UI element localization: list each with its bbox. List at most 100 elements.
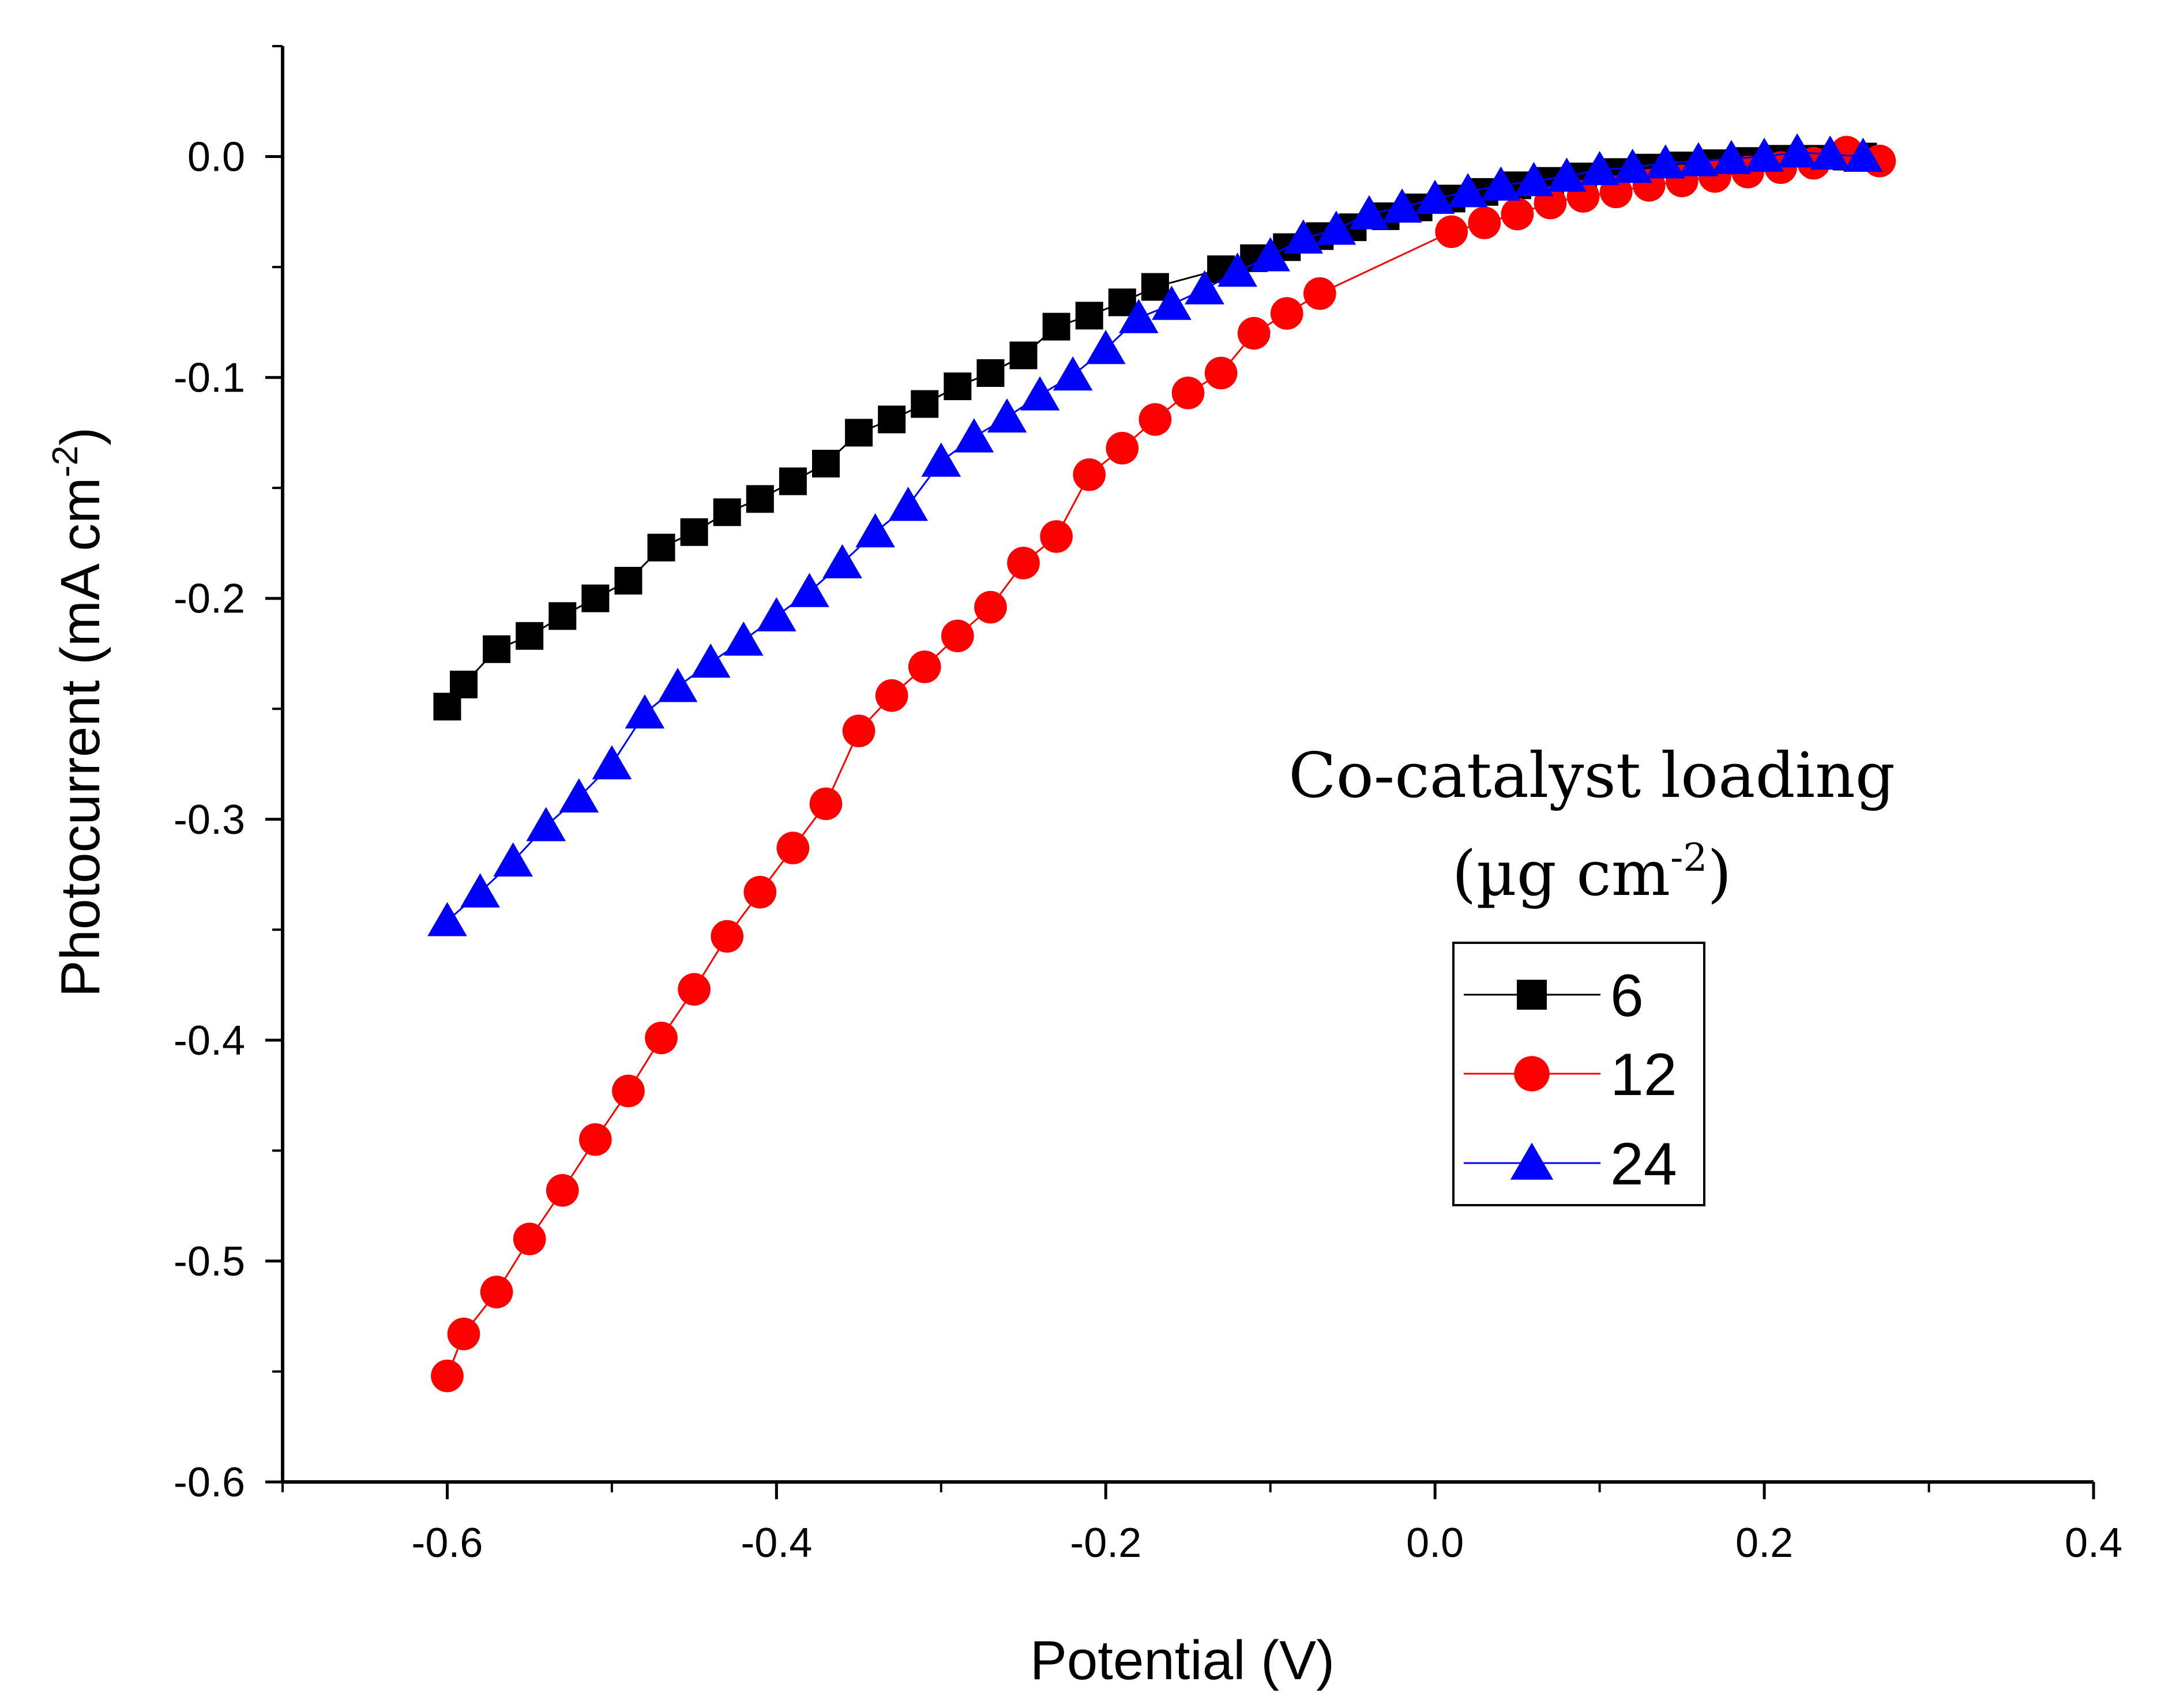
data-point-24 xyxy=(1217,252,1257,287)
data-point-12 xyxy=(711,920,744,953)
data-point-24 xyxy=(1349,195,1389,230)
data-point-24 xyxy=(1382,188,1422,223)
y-axis-title-main: Photocurrent (mA cm xyxy=(50,477,111,998)
data-point-24 xyxy=(1283,219,1324,254)
data-point-24 xyxy=(690,644,731,678)
data-point-24 xyxy=(757,597,796,631)
data-point-12 xyxy=(1270,297,1303,330)
y-ticks: 0.0 -0.1 -0.2 -0.3 -0.4 -0.5 -0.6 xyxy=(174,45,283,1506)
data-point-12 xyxy=(1204,356,1238,390)
x-tick-label: -0.6 xyxy=(411,1520,483,1566)
data-point-24 xyxy=(855,513,895,548)
data-point-12 xyxy=(875,679,908,712)
y-axis-title-close: ) xyxy=(50,427,111,446)
x-tick-label: 0.4 xyxy=(2065,1520,2122,1566)
data-point-24 xyxy=(1645,144,1686,179)
x-ticks: -0.6 -0.4 -0.2 0.0 0.2 0.4 xyxy=(281,1482,2122,1566)
data-point-12 xyxy=(941,619,974,653)
data-point-24 xyxy=(657,668,698,702)
legend: Co-catalyst loading (µg cm-2) 6 12 24 xyxy=(1288,740,1895,1206)
data-point-6 xyxy=(1009,341,1038,370)
legend-title-line1: Co-catalyst loading xyxy=(1288,740,1895,812)
data-point-24 xyxy=(1810,135,1850,170)
legend-label-6: 6 xyxy=(1610,962,1644,1029)
legend-title-line2-superscript: -2 xyxy=(1670,836,1707,880)
data-point-6 xyxy=(680,518,708,546)
data-point-12 xyxy=(842,714,875,747)
data-point-24 xyxy=(822,544,862,578)
legend-marker-24 xyxy=(1510,1142,1554,1180)
data-point-12 xyxy=(809,787,843,821)
data-point-24 xyxy=(1250,237,1291,272)
legend-title-line2-open: (µg cm xyxy=(1452,838,1670,910)
y-axis-title-superscript: -2 xyxy=(46,446,85,477)
data-point-6 xyxy=(911,390,939,418)
data-point-6 xyxy=(581,584,610,612)
legend-entries: 6 12 24 xyxy=(1464,962,1677,1198)
data-point-24 xyxy=(1843,137,1883,172)
data-point-12 xyxy=(743,875,777,909)
data-point-24 xyxy=(493,842,533,877)
x-tick-label: 0.0 xyxy=(1406,1520,1464,1566)
series-layer xyxy=(427,133,1896,1393)
y-tick-label: -0.6 xyxy=(174,1459,245,1506)
legend-label-12: 12 xyxy=(1610,1041,1677,1108)
data-point-24 xyxy=(1580,151,1619,186)
data-point-6 xyxy=(944,372,972,400)
data-point-6 xyxy=(1042,313,1070,341)
legend-title-line2: (µg cm-2) xyxy=(1452,836,1731,910)
data-point-24 xyxy=(1514,161,1554,197)
data-point-12 xyxy=(974,590,1007,624)
axes: -0.6 -0.4 -0.2 0.0 0.2 0.4 0.0 -0.1 -0.2 -0.3 -0.… xyxy=(174,45,2122,1566)
data-point-24 xyxy=(1020,376,1060,411)
data-point-24 xyxy=(1119,299,1159,333)
data-point-12 xyxy=(1303,277,1336,310)
data-point-6 xyxy=(548,602,577,630)
data-point-12 xyxy=(513,1222,546,1255)
data-point-12 xyxy=(579,1123,612,1156)
data-point-24 xyxy=(1152,285,1192,320)
y-axis-title: Photocurrent (mA cm-2) xyxy=(46,427,111,998)
data-point-24 xyxy=(1448,173,1488,208)
data-point-24 xyxy=(559,778,599,812)
data-point-24 xyxy=(460,873,500,908)
y-tick-label: -0.1 xyxy=(174,355,245,401)
data-point-24 xyxy=(1085,330,1126,364)
data-point-12 xyxy=(612,1074,645,1108)
data-point-24 xyxy=(1777,133,1817,168)
x-tick-label: -0.4 xyxy=(741,1520,812,1566)
legend-marker-12 xyxy=(1514,1056,1550,1092)
data-point-6 xyxy=(1075,302,1103,330)
series-24 xyxy=(427,133,1883,936)
data-point-12 xyxy=(678,973,711,1006)
data-point-6 xyxy=(713,498,741,526)
data-point-24 xyxy=(1185,270,1224,304)
legend-label-24: 24 xyxy=(1610,1131,1677,1198)
data-point-6 xyxy=(516,622,544,650)
data-point-12 xyxy=(1040,520,1073,553)
data-point-12 xyxy=(1138,403,1172,436)
data-point-12 xyxy=(645,1021,678,1055)
legend-box xyxy=(1452,942,1705,1206)
data-point-12 xyxy=(908,650,941,683)
data-point-6 xyxy=(483,635,511,663)
y-tick-label: 0.0 xyxy=(187,134,245,180)
data-point-24 xyxy=(1678,142,1719,176)
data-point-24 xyxy=(1053,356,1093,391)
data-point-12 xyxy=(1435,215,1468,249)
data-point-12 xyxy=(431,1359,464,1393)
data-point-24 xyxy=(592,745,632,780)
data-point-12 xyxy=(480,1276,513,1308)
data-point-24 xyxy=(427,902,467,936)
y-tick-label: -0.5 xyxy=(174,1239,245,1285)
data-point-6 xyxy=(1141,273,1169,301)
data-point-6 xyxy=(812,450,840,478)
data-point-24 xyxy=(954,418,994,453)
y-tick-label: -0.3 xyxy=(174,797,245,843)
data-point-12 xyxy=(1106,431,1139,465)
x-tick-label: 0.2 xyxy=(1735,1520,1793,1566)
data-point-24 xyxy=(1613,148,1653,183)
legend-entry-12: 12 xyxy=(1464,1041,1677,1108)
data-point-6 xyxy=(450,671,478,699)
